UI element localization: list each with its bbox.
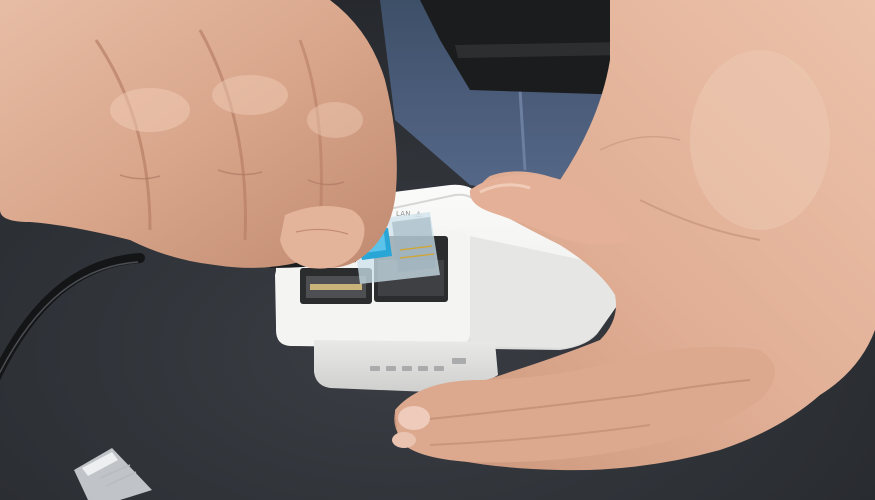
base-vents xyxy=(370,358,466,371)
jeans-seam xyxy=(518,89,527,171)
right-thumb xyxy=(469,174,630,245)
left-fingertip xyxy=(280,206,365,269)
right-fingers xyxy=(395,346,775,463)
fingernail xyxy=(398,406,430,430)
ethernet-port-left[interactable] xyxy=(300,268,372,304)
belt xyxy=(455,42,625,58)
ethernet-cable xyxy=(0,253,145,381)
port-label: LAN xyxy=(396,210,411,218)
right-hand xyxy=(392,0,875,471)
fingernail xyxy=(392,432,416,448)
loose-rj45-plug xyxy=(74,448,152,500)
cable-highlight xyxy=(0,261,139,374)
left-hand xyxy=(0,0,397,269)
left-hand-palm xyxy=(0,0,397,268)
